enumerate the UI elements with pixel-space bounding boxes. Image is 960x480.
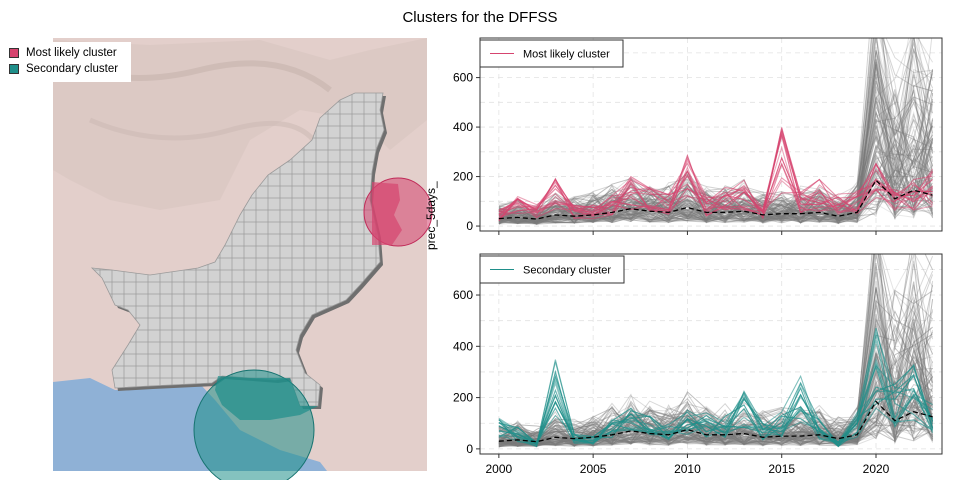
location-series-line — [498, 391, 933, 446]
y-tick-label: 200 — [453, 170, 473, 184]
map-panel — [53, 38, 433, 480]
location-series-line — [498, 412, 933, 448]
plot-frame — [479, 37, 943, 232]
y-tick-label: 600 — [453, 71, 473, 85]
location-series-line — [498, 400, 933, 447]
location-series-line — [498, 134, 933, 225]
location-series-line — [498, 166, 934, 223]
location-series-line — [498, 399, 934, 447]
chart-panel-secondary: 0 200 400 600 2000 2005 2010 2015 2020 Secondary … — [453, 253, 943, 476]
plot-frame — [479, 253, 943, 455]
location-series-line — [498, 352, 933, 446]
x-tick-label: 2015 — [768, 462, 795, 476]
location-series-line — [498, 190, 933, 224]
location-series-line — [498, 404, 933, 447]
location-series-line — [498, 254, 934, 444]
location-series-line — [498, 397, 933, 447]
y-tick-label: 400 — [453, 120, 473, 134]
location-series-line — [498, 138, 934, 224]
location-series-line — [498, 376, 934, 445]
map-mountain-shading — [53, 38, 427, 210]
location-series-line — [498, 39, 934, 224]
location-series-line — [498, 254, 934, 447]
location-series-line — [498, 416, 933, 447]
chart-legend: Most likely cluster — [479, 39, 624, 68]
location-series-line — [498, 38, 933, 225]
map-legend-swatch — [9, 48, 19, 58]
location-series-line — [498, 38, 934, 221]
map-legend-label: Secondary cluster — [26, 63, 119, 75]
y-tick-label: 400 — [453, 339, 473, 353]
mean-series-line — [498, 179, 933, 220]
map-legend-label: Most likely cluster — [26, 47, 117, 59]
y-tick-label: 600 — [453, 288, 473, 302]
location-series-line — [498, 62, 934, 224]
location-series-line — [498, 343, 934, 446]
location-series-line — [498, 395, 933, 448]
y-tick-label: 0 — [466, 442, 473, 456]
cluster-series-line — [498, 390, 933, 444]
cluster-series-line — [498, 169, 933, 215]
secondary-cluster-cells — [215, 376, 318, 420]
chart-legend: Secondary cluster — [479, 255, 625, 284]
location-series-line — [498, 178, 933, 225]
legend-label: Secondary cluster — [523, 265, 611, 277]
location-series-line — [498, 400, 933, 447]
location-series-line — [498, 388, 933, 448]
cluster-series-line — [498, 128, 934, 221]
location-series-line — [498, 389, 933, 447]
y-axis-label: prec_5days_ — [424, 181, 438, 250]
map-legend: Most likely cluster Secondary cluster — [4, 42, 131, 82]
location-series-line — [498, 386, 933, 447]
location-series-line — [498, 358, 934, 447]
y-tick-label: 0 — [466, 219, 473, 233]
figure-title: Clusters for the DFFSS — [402, 9, 558, 26]
location-series-line — [498, 385, 933, 447]
location-series-line — [498, 98, 934, 224]
location-series-line — [498, 329, 934, 447]
cluster-series-line — [498, 327, 933, 444]
mean-series-line — [498, 400, 933, 443]
most-likely-cluster-cells — [372, 182, 402, 245]
location-series-line — [498, 38, 934, 224]
y-tick-label: 200 — [453, 391, 473, 405]
location-series-line — [498, 38, 934, 224]
series-lines — [498, 254, 934, 448]
map-legend-swatch — [9, 64, 19, 74]
map-legend-item-secondary: Secondary cluster — [9, 63, 118, 75]
location-series-line — [498, 408, 933, 447]
location-series-line — [498, 401, 933, 447]
map-legend-item-most-likely: Most likely cluster — [9, 47, 117, 59]
location-series-line — [498, 393, 933, 447]
location-series-line — [498, 74, 933, 223]
x-tick-label: 2020 — [863, 462, 890, 476]
x-tick-label: 2010 — [674, 462, 701, 476]
cluster-series-line — [498, 156, 933, 217]
location-series-line — [498, 157, 934, 223]
location-series-line — [498, 387, 934, 446]
location-series-line — [498, 410, 933, 447]
x-tick-label: 2000 — [486, 462, 513, 476]
map-ridge — [89, 117, 323, 152]
cluster-series-line — [498, 330, 934, 446]
chart-panel-most-likely: 0 200 400 600 Most likely cluster — [453, 37, 943, 235]
x-tick-label: 2005 — [580, 462, 607, 476]
location-series-line — [498, 144, 934, 224]
location-series-line — [498, 38, 934, 221]
legend-label: Most likely cluster — [523, 49, 610, 61]
location-series-line — [498, 395, 933, 447]
series-lines — [498, 38, 934, 225]
